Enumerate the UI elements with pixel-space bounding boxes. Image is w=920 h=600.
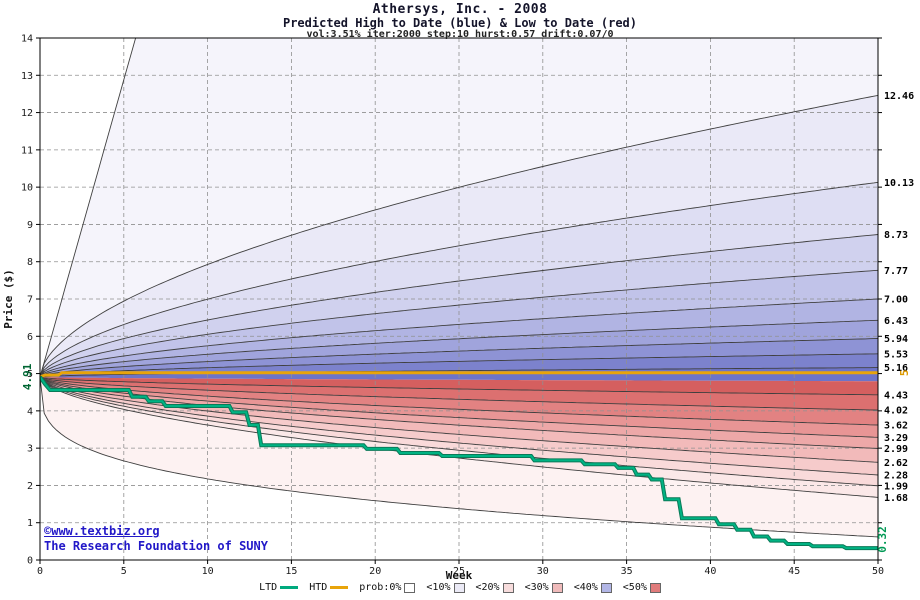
svg-text:10: 10 <box>21 183 33 194</box>
svg-text:14: 14 <box>21 34 33 45</box>
prob-40-swatch <box>600 582 612 593</box>
svg-text:11: 11 <box>21 145 33 156</box>
legend-item-prob50: <50% <box>623 582 661 593</box>
svg-text:0.32: 0.32 <box>876 526 889 553</box>
copyright-org: The Research Foundation of SUNY <box>44 539 268 553</box>
legend-label: <50% <box>622 582 647 593</box>
svg-text:45: 45 <box>788 566 800 577</box>
htd-line-swatch <box>330 586 349 589</box>
svg-text:50: 50 <box>872 566 884 577</box>
prob-50-swatch <box>649 582 661 593</box>
svg-text:40: 40 <box>704 566 716 577</box>
svg-text:15: 15 <box>285 566 297 577</box>
legend-item-prob20: <20% <box>476 582 514 593</box>
price-annotations: 4.91 50.32 <box>21 363 911 552</box>
svg-text:5: 5 <box>121 566 127 577</box>
svg-text:4.43: 4.43 <box>884 390 908 401</box>
ltd-line <box>40 376 878 550</box>
svg-text:2.99: 2.99 <box>884 444 908 455</box>
svg-text:0: 0 <box>27 556 33 567</box>
legend-label: LTD <box>259 582 278 593</box>
prob-0-swatch <box>404 582 416 593</box>
svg-text:4: 4 <box>27 406 33 417</box>
ltd-line-swatch <box>280 586 299 589</box>
svg-text:30: 30 <box>537 566 549 577</box>
copyright-block: ©www.textbiz.org The Research Foundation… <box>44 524 268 554</box>
svg-text:2.62: 2.62 <box>884 458 908 469</box>
legend-item-ltd: LTD <box>259 582 299 593</box>
chart-parameters: vol:3.51% iter:2000 step:10 hurst:0.57 d… <box>306 29 614 40</box>
legend-item-prob0: prob:0% <box>359 582 416 593</box>
svg-text:1.68: 1.68 <box>884 493 908 504</box>
svg-text:3.29: 3.29 <box>884 433 908 444</box>
axis-titles: Price ($) Week <box>2 269 473 582</box>
svg-text:10.13: 10.13 <box>884 178 914 189</box>
prob-30-swatch <box>551 582 563 593</box>
svg-text:1: 1 <box>27 518 33 529</box>
svg-text:12.46: 12.46 <box>884 91 914 102</box>
svg-text:7.00: 7.00 <box>884 295 908 306</box>
svg-text:9: 9 <box>27 220 33 231</box>
svg-text:12: 12 <box>21 108 33 119</box>
legend-label: <20% <box>475 582 500 593</box>
chart-subtitle: Predicted High to Date (blue) & Low to D… <box>282 16 637 30</box>
prob-20-swatch <box>502 582 514 593</box>
legend-item-htd: HTD <box>309 582 349 593</box>
svg-text:2: 2 <box>27 481 33 492</box>
legend-label: HTD <box>309 582 328 593</box>
legend-item-prob10: <10% <box>426 582 465 593</box>
svg-text:5: 5 <box>27 369 33 380</box>
legend-label: <10% <box>426 582 451 593</box>
svg-text:5.94: 5.94 <box>884 334 908 345</box>
prob-10-swatch <box>453 582 465 593</box>
svg-text:8.73: 8.73 <box>884 230 908 241</box>
svg-text:35: 35 <box>621 566 633 577</box>
svg-text:25: 25 <box>453 566 465 577</box>
svg-text:5.53: 5.53 <box>884 349 908 360</box>
svg-text:0: 0 <box>37 566 43 577</box>
svg-text:20: 20 <box>369 566 381 577</box>
legend-label: <30% <box>524 582 549 593</box>
svg-text:3: 3 <box>27 444 33 455</box>
svg-text:1.99: 1.99 <box>884 481 908 492</box>
actual-series <box>40 371 878 551</box>
svg-text:5: 5 <box>898 370 911 377</box>
svg-text:13: 13 <box>21 71 33 82</box>
svg-text:3.62: 3.62 <box>884 421 908 432</box>
svg-text:5.16: 5.16 <box>884 363 908 374</box>
svg-text:Week: Week <box>446 569 473 582</box>
legend-item-prob30: <30% <box>525 582 563 593</box>
svg-text:6.43: 6.43 <box>884 316 908 327</box>
quantile-lines <box>40 38 878 538</box>
chart-legend: LTD HTD prob:0% <10% <20% <30% <40% <50 <box>0 582 920 593</box>
quantile-value-labels: 12.46 10.13 8.73 7.77 7.00 6.43 5.94 5.53 5.16 4.… <box>884 91 914 504</box>
htd-line <box>40 371 878 379</box>
svg-text:4.02: 4.02 <box>884 406 908 417</box>
svg-text:2.28: 2.28 <box>884 470 908 481</box>
legend-label: prob:0% <box>359 582 402 593</box>
svg-text:10: 10 <box>202 566 214 577</box>
svg-text:Price ($): Price ($) <box>2 269 15 329</box>
svg-text:7: 7 <box>27 295 33 306</box>
legend-label: <40% <box>573 582 598 593</box>
svg-text:4.91: 4.91 <box>21 363 34 390</box>
svg-text:8: 8 <box>27 257 33 268</box>
copyright-link[interactable]: ©www.textbiz.org <box>44 524 160 538</box>
chart-title: Athersys, Inc. - 2008 <box>372 2 548 17</box>
svg-text:6: 6 <box>27 332 33 343</box>
legend-item-prob40: <40% <box>574 582 612 593</box>
svg-text:7.77: 7.77 <box>884 266 908 277</box>
